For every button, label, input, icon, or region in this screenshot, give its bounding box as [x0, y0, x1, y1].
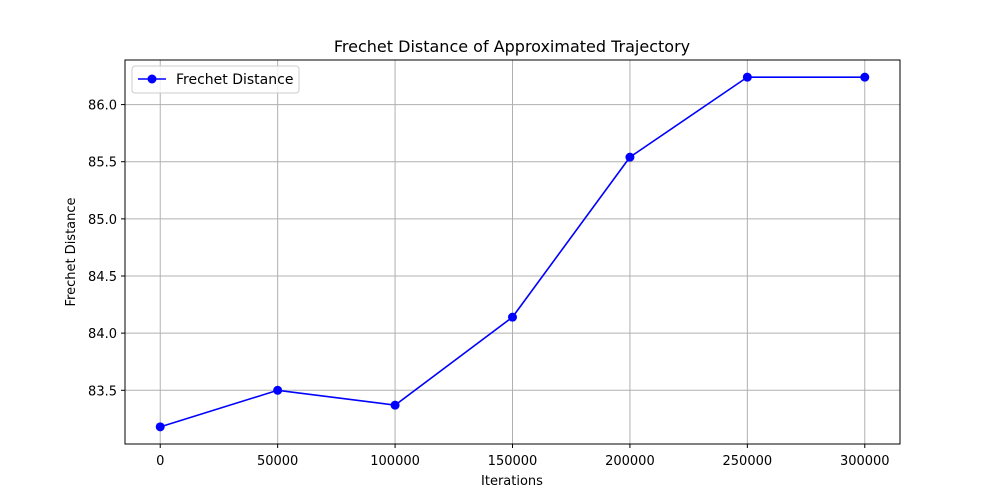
y-tick-label: 84.5: [88, 270, 117, 285]
x-tick-label: 0: [156, 454, 164, 469]
data-point: [742, 72, 752, 82]
data-point: [508, 312, 517, 322]
y-axis-ticks: 83.5 84.0 84.5 85.0 85.5 86.0: [88, 99, 125, 399]
y-axis-label: Frechet Distance: [64, 197, 79, 306]
y-tick-label: 86.0: [88, 99, 117, 114]
data-point: [390, 400, 400, 410]
x-tick-label: 200000: [605, 454, 655, 469]
plot-area: [155, 72, 870, 432]
x-tick-label: 300000: [840, 454, 890, 469]
data-point: [860, 72, 870, 82]
x-axis-ticks: 0 50000 100000 150000 200000 250000 300000: [156, 444, 890, 469]
legend: Frechet Distance: [131, 65, 300, 94]
x-tick-label: 150000: [488, 454, 538, 469]
x-axis-label: Iterations: [481, 474, 543, 489]
x-tick-label: 50000: [257, 454, 298, 469]
grid: [125, 60, 900, 444]
y-tick-label: 84.0: [88, 327, 117, 342]
chart-title: Frechet Distance of Approximated Traject…: [334, 37, 690, 56]
y-tick-label: 83.5: [88, 384, 117, 399]
x-tick-label: 250000: [723, 454, 773, 469]
data-point: [155, 422, 165, 432]
x-tick-label: 100000: [370, 454, 420, 469]
legend-marker-swatch: [147, 74, 157, 84]
y-tick-label: 85.0: [88, 213, 117, 228]
legend-label: Frechet Distance: [176, 72, 293, 88]
data-point: [625, 152, 635, 162]
legend-box: [131, 65, 300, 94]
y-tick-label: 85.5: [88, 156, 117, 171]
data-point: [273, 385, 283, 395]
